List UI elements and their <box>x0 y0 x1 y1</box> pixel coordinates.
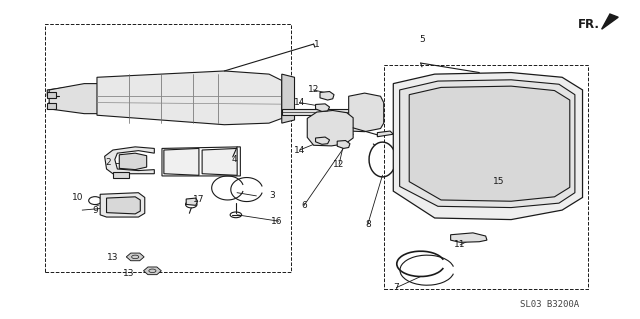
Bar <box>45 24 291 272</box>
Polygon shape <box>320 92 334 100</box>
Polygon shape <box>186 198 198 205</box>
Polygon shape <box>113 172 129 178</box>
Polygon shape <box>49 84 106 114</box>
Polygon shape <box>106 197 140 214</box>
Circle shape <box>540 178 548 182</box>
Text: 14: 14 <box>294 145 305 154</box>
Polygon shape <box>119 153 147 170</box>
Polygon shape <box>202 148 237 175</box>
Text: 11: 11 <box>454 241 466 249</box>
Text: 12: 12 <box>333 160 345 169</box>
Bar <box>384 65 588 289</box>
Polygon shape <box>143 267 161 275</box>
Polygon shape <box>394 72 582 219</box>
Text: 16: 16 <box>271 217 282 226</box>
Text: 14: 14 <box>294 98 305 107</box>
Polygon shape <box>47 87 72 96</box>
Polygon shape <box>282 109 358 115</box>
Polygon shape <box>316 137 330 144</box>
Polygon shape <box>104 147 154 174</box>
Text: 7: 7 <box>394 283 399 292</box>
Polygon shape <box>602 14 618 29</box>
Text: 5: 5 <box>419 35 425 44</box>
Text: 17: 17 <box>193 195 205 204</box>
Polygon shape <box>47 92 56 98</box>
Polygon shape <box>337 141 350 148</box>
Polygon shape <box>378 131 394 137</box>
Polygon shape <box>307 110 353 146</box>
Polygon shape <box>409 86 570 201</box>
Polygon shape <box>126 253 144 261</box>
Text: 15: 15 <box>493 177 504 186</box>
Text: 9: 9 <box>93 206 99 215</box>
Polygon shape <box>97 71 282 125</box>
Polygon shape <box>100 193 145 217</box>
Text: 13: 13 <box>123 269 134 278</box>
Ellipse shape <box>166 151 196 174</box>
Text: 13: 13 <box>107 253 118 262</box>
Ellipse shape <box>316 117 344 139</box>
Polygon shape <box>451 233 487 242</box>
Text: 4: 4 <box>231 155 237 164</box>
Text: 1: 1 <box>314 40 320 48</box>
Text: 2: 2 <box>106 158 111 167</box>
Polygon shape <box>349 93 384 132</box>
Text: 3: 3 <box>269 191 275 200</box>
Polygon shape <box>164 148 199 175</box>
Text: 8: 8 <box>365 220 371 229</box>
Text: 6: 6 <box>301 201 307 210</box>
Text: 10: 10 <box>72 193 84 202</box>
Ellipse shape <box>204 151 235 174</box>
Polygon shape <box>47 103 56 109</box>
Text: FR.: FR. <box>578 18 600 31</box>
Text: 12: 12 <box>308 85 319 94</box>
Polygon shape <box>282 74 294 123</box>
Polygon shape <box>316 104 330 111</box>
Polygon shape <box>399 80 575 208</box>
Text: SL03 B3200A: SL03 B3200A <box>520 300 579 309</box>
